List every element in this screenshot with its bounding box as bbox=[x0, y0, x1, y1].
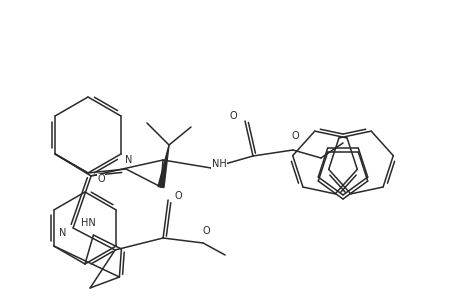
Text: O: O bbox=[291, 131, 298, 141]
Polygon shape bbox=[158, 145, 168, 188]
Text: O: O bbox=[229, 111, 236, 121]
Text: N: N bbox=[59, 228, 67, 238]
Text: N: N bbox=[125, 155, 132, 165]
Text: HN: HN bbox=[81, 218, 95, 228]
Text: O: O bbox=[202, 226, 209, 236]
Text: O: O bbox=[174, 191, 181, 201]
Text: O: O bbox=[97, 174, 105, 184]
Text: NH: NH bbox=[211, 159, 226, 169]
